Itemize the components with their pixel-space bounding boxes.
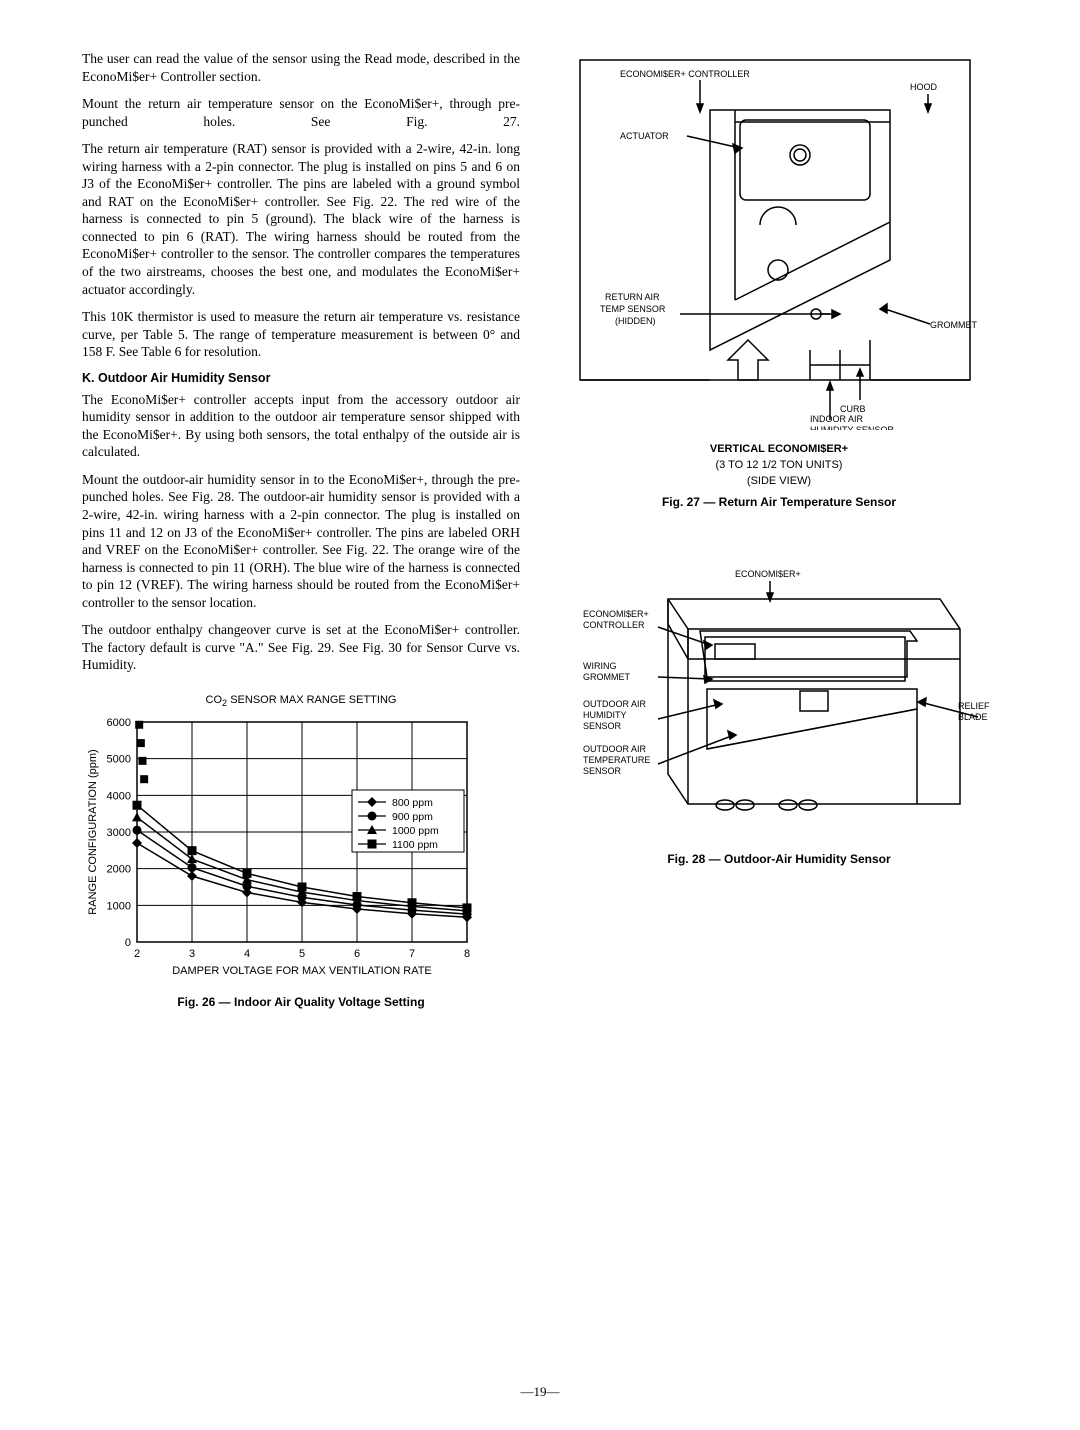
svg-text:0: 0 bbox=[125, 937, 131, 949]
svg-text:HOOD: HOOD bbox=[910, 82, 938, 92]
svg-text:1000: 1000 bbox=[107, 900, 131, 912]
svg-text:OUTDOOR AIR: OUTDOOR AIR bbox=[583, 744, 647, 754]
svg-text:2: 2 bbox=[134, 948, 140, 960]
body-paragraph: Mount the return air temperature sensor … bbox=[82, 95, 520, 130]
svg-text:6: 6 bbox=[354, 948, 360, 960]
body-paragraph: The return air temperature (RAT) sensor … bbox=[82, 140, 520, 298]
svg-text:1100 ppm: 1100 ppm bbox=[392, 839, 438, 851]
svg-text:CONTROLLER: CONTROLLER bbox=[583, 620, 645, 630]
svg-text:900 ppm: 900 ppm bbox=[392, 811, 433, 823]
svg-text:ECONOMI$ER+ CONTROLLER: ECONOMI$ER+ CONTROLLER bbox=[620, 69, 750, 79]
right-column: ECONOMI$ER+ CONTROLLER HOOD ACTUATOR RET… bbox=[560, 50, 998, 1344]
body-paragraph: This 10K thermistor is used to measure t… bbox=[82, 308, 520, 361]
svg-text:HUMIDITY: HUMIDITY bbox=[583, 710, 627, 720]
svg-text:HUMIDITY SENSOR: HUMIDITY SENSOR bbox=[810, 425, 894, 430]
svg-text:4: 4 bbox=[244, 948, 250, 960]
svg-text:ECONOMI$ER+: ECONOMI$ER+ bbox=[583, 609, 649, 619]
svg-text:(HIDDEN): (HIDDEN) bbox=[615, 316, 656, 326]
figure-27-subtitle: (SIDE VIEW) bbox=[560, 475, 998, 487]
svg-text:8: 8 bbox=[464, 948, 470, 960]
svg-text:DAMPER VOLTAGE FOR MAX VENTILA: DAMPER VOLTAGE FOR MAX VENTILATION RATE bbox=[172, 965, 432, 977]
page-number: —19— bbox=[82, 1384, 998, 1400]
section-heading-k: K. Outdoor Air Humidity Sensor bbox=[82, 371, 520, 385]
svg-text:GROMMET: GROMMET bbox=[583, 672, 630, 682]
svg-text:CURB: CURB bbox=[840, 404, 866, 414]
figure-27-svg: ECONOMI$ER+ CONTROLLER HOOD ACTUATOR RET… bbox=[560, 50, 1000, 430]
figure-28-svg: ECONOMI$ER+ ECONOMI$ER+ CONTROLLER WIRIN… bbox=[560, 559, 1000, 839]
body-paragraph: Mount the outdoor-air humidity sensor in… bbox=[82, 471, 520, 611]
left-column: The user can read the value of the senso… bbox=[82, 50, 520, 1344]
body-paragraph: The EconoMi$er+ controller accepts input… bbox=[82, 391, 520, 461]
svg-text:3000: 3000 bbox=[107, 827, 131, 839]
svg-text:ECONOMI$ER+: ECONOMI$ER+ bbox=[735, 569, 801, 579]
figure-27-subtitle-bold: VERTICAL ECONOMI$ER+ bbox=[560, 443, 998, 455]
figure-27: ECONOMI$ER+ CONTROLLER HOOD ACTUATOR RET… bbox=[560, 50, 998, 509]
svg-text:5000: 5000 bbox=[107, 754, 131, 766]
svg-text:TEMP SENSOR: TEMP SENSOR bbox=[600, 304, 666, 314]
figure-27-subtitle: (3 TO 12 1/2 TON UNITS) bbox=[560, 459, 998, 471]
svg-text:RETURN AIR: RETURN AIR bbox=[605, 292, 660, 302]
body-paragraph: The outdoor enthalpy changeover curve is… bbox=[82, 621, 520, 674]
svg-text:SENSOR: SENSOR bbox=[583, 721, 622, 731]
figure-28-caption: Fig. 28 — Outdoor-Air Humidity Sensor bbox=[560, 852, 998, 866]
svg-text:TEMPERATURE: TEMPERATURE bbox=[583, 755, 650, 765]
svg-text:4000: 4000 bbox=[107, 790, 131, 802]
body-paragraph: The user can read the value of the senso… bbox=[82, 50, 520, 85]
svg-text:3: 3 bbox=[189, 948, 195, 960]
svg-text:ACTUATOR: ACTUATOR bbox=[620, 131, 669, 141]
svg-text:5: 5 bbox=[299, 948, 305, 960]
chart-title: CO2 SENSOR MAX RANGE SETTING bbox=[82, 694, 520, 708]
svg-text:GROMMET: GROMMET bbox=[930, 320, 977, 330]
chart-26-svg: 0 1000 2000 3000 4000 5000 6000 2 3 4 5 6 7 8 800 ppm 9… bbox=[82, 712, 502, 982]
figure-26: CO2 SENSOR MAX RANGE SETTING 0 1000 2000 30… bbox=[82, 694, 520, 1009]
svg-text:6000: 6000 bbox=[107, 717, 131, 729]
svg-text:SENSOR: SENSOR bbox=[583, 766, 622, 776]
svg-text:RELIEF: RELIEF bbox=[958, 701, 990, 711]
svg-text:WIRING: WIRING bbox=[583, 661, 617, 671]
svg-text:1000 ppm: 1000 ppm bbox=[392, 825, 439, 837]
svg-text:7: 7 bbox=[409, 948, 415, 960]
figure-26-caption: Fig. 26 — Indoor Air Quality Voltage Set… bbox=[82, 995, 520, 1009]
figure-28: ECONOMI$ER+ ECONOMI$ER+ CONTROLLER WIRIN… bbox=[560, 559, 998, 866]
svg-text:800 ppm: 800 ppm bbox=[392, 797, 433, 809]
svg-text:BLADE: BLADE bbox=[958, 712, 988, 722]
figure-27-caption: Fig. 27 — Return Air Temperature Sensor bbox=[560, 495, 998, 509]
svg-text:INDOOR AIR: INDOOR AIR bbox=[810, 414, 864, 424]
svg-text:OUTDOOR AIR: OUTDOOR AIR bbox=[583, 699, 647, 709]
svg-text:2000: 2000 bbox=[107, 864, 131, 876]
svg-text:RANGE CONFIGURATION (ppm): RANGE CONFIGURATION (ppm) bbox=[87, 749, 99, 914]
